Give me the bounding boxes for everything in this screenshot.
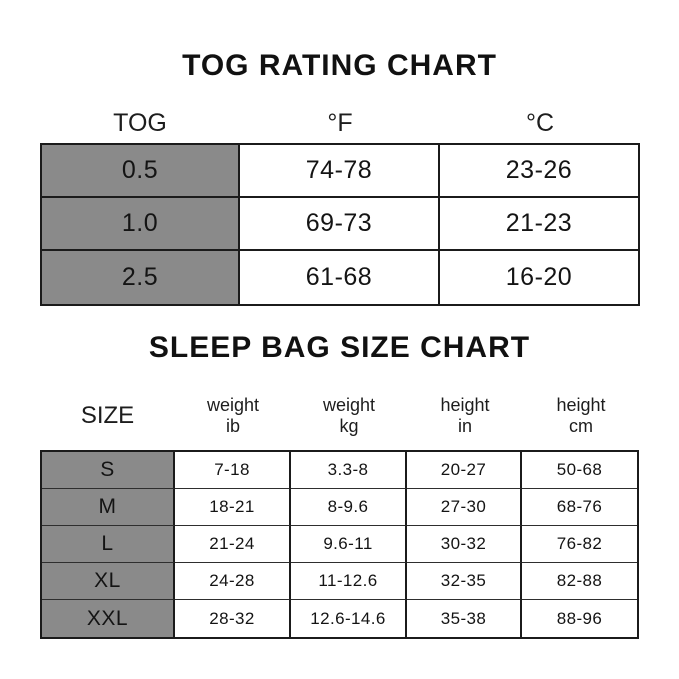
tog-header-row: TOG °F °C xyxy=(40,102,640,144)
size-header-row: SIZE weight ib weight kg height in heigh… xyxy=(40,387,639,445)
size-label-cell: S xyxy=(42,452,175,489)
weight-kg-cell: 9.6-11 xyxy=(291,526,407,563)
weight-kg-cell: 11-12.6 xyxy=(291,563,407,600)
header-line: ib xyxy=(225,416,240,436)
table-row: XXL 28-32 12.6-14.6 35-38 88-96 xyxy=(42,600,637,637)
weight-kg-cell: 8-9.6 xyxy=(291,489,407,526)
tog-rating-table: 0.5 74-78 23-26 1.0 69-73 21-23 2.5 61-6… xyxy=(40,143,640,306)
size-header-height-cm: height cm xyxy=(523,387,639,445)
size-label-cell: M xyxy=(42,489,175,526)
celsius-cell: 16-20 xyxy=(505,263,573,291)
fahrenheit-cell: 74-78 xyxy=(240,145,440,198)
size-header-weight-ib: weight ib xyxy=(175,387,291,445)
sleep-bag-size-table: S 7-18 3.3-8 20-27 50-68 M 18-21 8-9.6 2… xyxy=(40,450,639,639)
tog-chart-title: TOG RATING CHART xyxy=(182,49,497,82)
height-cm-cell: 76-82 xyxy=(522,526,637,563)
header-line: height xyxy=(556,395,606,416)
table-row: 2.5 61-68 16-20 xyxy=(42,251,638,304)
weight-ib-cell: 7-18 xyxy=(175,452,291,489)
tog-header-tog: TOG xyxy=(113,108,167,137)
height-cm-cell: 82-88 xyxy=(522,563,637,600)
height-in-cell: 20-27 xyxy=(407,452,522,489)
celsius-cell: 23-26 xyxy=(440,145,638,198)
height-in-cell: 30-32 xyxy=(407,526,522,563)
header-line: weight xyxy=(322,395,376,416)
tog-value-cell: 2.5 xyxy=(42,251,240,304)
weight-kg-cell: 12.6-14.6 xyxy=(291,600,407,637)
table-row: S 7-18 3.3-8 20-27 50-68 xyxy=(42,452,637,489)
fahrenheit-cell: 61-68 xyxy=(240,251,440,304)
table-row: L 21-24 9.6-11 30-32 76-82 xyxy=(42,526,637,563)
header-line: in xyxy=(457,416,472,436)
header-line: kg xyxy=(339,416,359,436)
header-line: SIZE xyxy=(80,402,135,430)
size-header-weight-kg: weight kg xyxy=(291,387,407,445)
table-row: 0.5 74-78 23-26 xyxy=(42,145,638,198)
size-header-height-in: height in xyxy=(407,387,523,445)
header-line: cm xyxy=(569,416,593,436)
header-line: weight xyxy=(206,395,260,416)
weight-ib-cell: 18-21 xyxy=(175,489,291,526)
size-header-size: SIZE xyxy=(40,387,175,445)
height-in-cell: 32-35 xyxy=(407,563,522,600)
size-label-cell: L xyxy=(42,526,175,563)
size-chart-title: SLEEP BAG SIZE CHART xyxy=(148,331,531,364)
weight-ib-cell: 21-24 xyxy=(175,526,291,563)
tog-value-cell: 0.5 xyxy=(42,145,240,198)
size-label-cell: XXL xyxy=(42,600,175,637)
celsius-cell: 21-23 xyxy=(440,198,638,251)
height-cm-cell: 88-96 xyxy=(556,608,603,628)
tog-header-fahrenheit: °F xyxy=(327,108,353,137)
table-row: 1.0 69-73 21-23 xyxy=(42,198,638,251)
fahrenheit-cell: 69-73 xyxy=(240,198,440,251)
tog-value-cell: 1.0 xyxy=(42,198,240,251)
height-in-cell: 35-38 xyxy=(407,600,522,637)
tog-header-celsius: °C xyxy=(525,108,555,137)
height-cm-cell: 68-76 xyxy=(522,489,637,526)
header-line: height xyxy=(440,395,490,416)
size-label-cell: XL xyxy=(42,563,175,600)
weight-ib-cell: 24-28 xyxy=(175,563,291,600)
weight-ib-cell: 28-32 xyxy=(175,600,291,637)
weight-kg-cell: 3.3-8 xyxy=(291,452,407,489)
height-cm-cell: 50-68 xyxy=(522,452,637,489)
table-row: M 18-21 8-9.6 27-30 68-76 xyxy=(42,489,637,526)
table-row: XL 24-28 11-12.6 32-35 82-88 xyxy=(42,563,637,600)
height-in-cell: 27-30 xyxy=(407,489,522,526)
